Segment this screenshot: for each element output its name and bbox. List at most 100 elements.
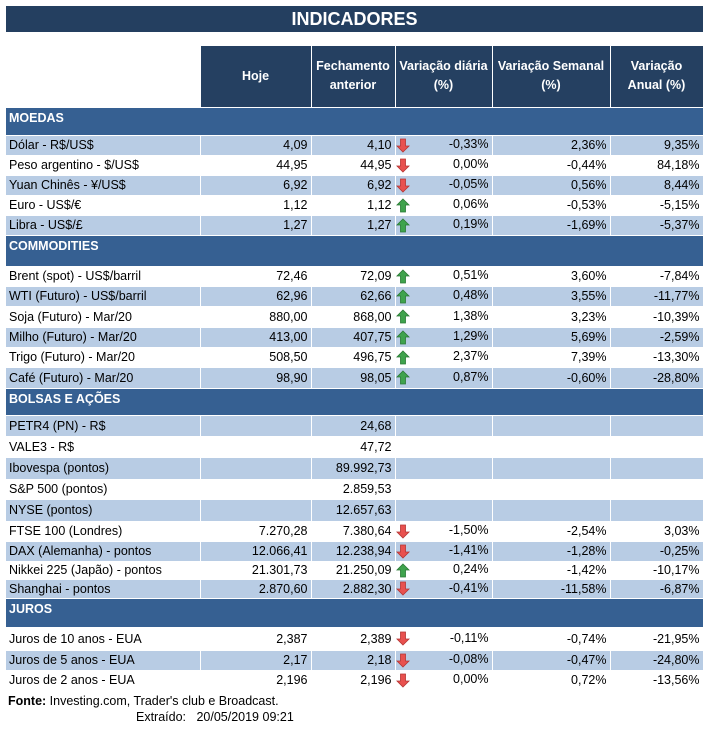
cell-var-semanal: -0,74% bbox=[492, 627, 611, 651]
row-label: Juros de 10 anos - EUA bbox=[6, 627, 201, 651]
cell-var-diaria bbox=[395, 479, 493, 500]
cell-hoje: 72,46 bbox=[200, 266, 312, 287]
var-diaria-value: 0,00% bbox=[453, 157, 489, 172]
cell-fechamento: 24,68 bbox=[311, 415, 396, 437]
table-row: Milho (Futuro) - Mar/20 413,00 407,75 1,… bbox=[6, 327, 704, 348]
section-header: COMMODITIES bbox=[6, 235, 704, 267]
header-fechamento: Fechamento anterior bbox=[311, 46, 396, 108]
cell-fechamento: 2,389 bbox=[311, 627, 396, 651]
section-header: JUROS bbox=[6, 598, 704, 628]
arrow-up-icon bbox=[395, 330, 410, 345]
cell-var-semanal: 5,69% bbox=[492, 327, 611, 348]
source-text: Investing.com, Trader's club e Broadcast… bbox=[46, 694, 279, 708]
cell-var-anual: -24,80% bbox=[610, 650, 704, 671]
cell-hoje bbox=[200, 436, 312, 458]
arrow-down-icon bbox=[395, 653, 410, 668]
cell-var-anual: -13,56% bbox=[610, 670, 704, 691]
cell-var-diaria: -0,05% bbox=[395, 175, 493, 196]
cell-fechamento: 47,72 bbox=[311, 436, 396, 458]
header-row: Hoje Fechamento anterior Variação diária… bbox=[6, 46, 704, 108]
cell-var-diaria: -0,08% bbox=[395, 650, 493, 671]
cell-var-semanal bbox=[492, 436, 611, 458]
cell-var-semanal: 3,23% bbox=[492, 306, 611, 328]
cell-var-diaria: -0,41% bbox=[395, 579, 493, 599]
cell-fechamento: 98,05 bbox=[311, 367, 396, 389]
cell-var-anual bbox=[610, 499, 704, 522]
cell-var-diaria: 2,37% bbox=[395, 347, 493, 368]
table-row: Peso argentino - $/US$ 44,95 44,95 0,00%… bbox=[6, 155, 704, 176]
cell-var-diaria: 0,00% bbox=[395, 155, 493, 176]
row-label: WTI (Futuro) - US$/barril bbox=[6, 286, 201, 307]
cell-hoje: 2.870,60 bbox=[200, 579, 312, 599]
cell-fechamento: 496,75 bbox=[311, 347, 396, 368]
var-diaria-value: 0,24% bbox=[453, 562, 489, 577]
cell-var-semanal: -0,44% bbox=[492, 155, 611, 176]
cell-var-anual bbox=[610, 457, 704, 480]
table-row: FTSE 100 (Londres) 7.270,28 7.380,64 -1,… bbox=[6, 521, 704, 542]
table-row: DAX (Alemanha) - pontos 12.066,41 12.238… bbox=[6, 541, 704, 562]
cell-var-diaria: -0,33% bbox=[395, 135, 493, 156]
cell-fechamento: 1,27 bbox=[311, 215, 396, 236]
cell-fechamento: 72,09 bbox=[311, 266, 396, 287]
cell-fechamento: 4,10 bbox=[311, 135, 396, 156]
cell-var-anual bbox=[610, 415, 704, 437]
cell-hoje: 62,96 bbox=[200, 286, 312, 307]
cell-var-diaria bbox=[395, 499, 493, 522]
section-title: BOLSAS E AÇÕES bbox=[6, 388, 704, 416]
row-label: Soja (Futuro) - Mar/20 bbox=[6, 306, 201, 328]
arrow-down-icon bbox=[395, 581, 410, 596]
cell-hoje: 7.270,28 bbox=[200, 521, 312, 542]
cell-var-semanal: 7,39% bbox=[492, 347, 611, 368]
cell-fechamento: 44,95 bbox=[311, 155, 396, 176]
cell-hoje: 508,50 bbox=[200, 347, 312, 368]
var-diaria-value: 0,51% bbox=[453, 268, 489, 283]
cell-hoje: 1,27 bbox=[200, 215, 312, 236]
table-row: PETR4 (PN) - R$ 24,68 bbox=[6, 415, 704, 437]
table-row: Soja (Futuro) - Mar/20 880,00 868,00 1,3… bbox=[6, 306, 704, 328]
arrow-up-icon bbox=[395, 563, 410, 578]
row-label: Café (Futuro) - Mar/20 bbox=[6, 367, 201, 389]
cell-var-anual: -6,87% bbox=[610, 579, 704, 599]
var-diaria-value: 0,87% bbox=[453, 369, 489, 384]
cell-hoje bbox=[200, 499, 312, 522]
cell-var-anual: -11,77% bbox=[610, 286, 704, 307]
cell-var-diaria: -0,11% bbox=[395, 627, 493, 651]
var-diaria-value: 1,38% bbox=[453, 308, 489, 323]
cell-var-anual: 84,18% bbox=[610, 155, 704, 176]
cell-var-semanal bbox=[492, 479, 611, 500]
row-label: PETR4 (PN) - R$ bbox=[6, 415, 201, 437]
footer: Fonte: Investing.com, Trader's club e Br… bbox=[8, 693, 294, 725]
cell-fechamento: 7.380,64 bbox=[311, 521, 396, 542]
table-row: Ibovespa (pontos) 89.992,73 bbox=[6, 457, 704, 480]
arrow-up-icon bbox=[395, 269, 410, 284]
section-title: JUROS bbox=[6, 598, 704, 628]
var-diaria-value: -0,33% bbox=[448, 137, 489, 152]
var-diaria-value: 2,37% bbox=[453, 349, 489, 364]
cell-var-diaria: 0,48% bbox=[395, 286, 493, 307]
section-title: COMMODITIES bbox=[6, 235, 704, 267]
cell-var-semanal bbox=[492, 457, 611, 480]
row-label: DAX (Alemanha) - pontos bbox=[6, 541, 201, 562]
row-label: Juros de 5 anos - EUA bbox=[6, 650, 201, 671]
cell-var-diaria: 0,24% bbox=[395, 561, 493, 580]
row-label: S&P 500 (pontos) bbox=[6, 479, 201, 500]
cell-var-diaria: -1,41% bbox=[395, 541, 493, 562]
row-label: Nikkei 225 (Japão) - pontos bbox=[6, 561, 201, 580]
arrow-down-icon bbox=[395, 524, 410, 539]
indicators-table: Hoje Fechamento anterior Variação diária… bbox=[6, 46, 704, 691]
header-blank bbox=[6, 46, 201, 108]
row-label: Euro - US$/€ bbox=[6, 195, 201, 216]
cell-hoje: 1,12 bbox=[200, 195, 312, 216]
cell-hoje: 21.301,73 bbox=[200, 561, 312, 580]
var-diaria-value: 1,29% bbox=[453, 329, 489, 344]
cell-var-anual bbox=[610, 479, 704, 500]
cell-fechamento: 6,92 bbox=[311, 175, 396, 196]
var-diaria-value: -1,41% bbox=[448, 543, 489, 558]
arrow-down-icon bbox=[395, 631, 410, 646]
var-diaria-value: -0,41% bbox=[448, 580, 489, 595]
cell-var-anual: 9,35% bbox=[610, 135, 704, 156]
row-label: Yuan Chinês - ¥/US$ bbox=[6, 175, 201, 196]
cell-fechamento: 868,00 bbox=[311, 306, 396, 328]
cell-fechamento: 12.657,63 bbox=[311, 499, 396, 522]
cell-var-semanal: 0,72% bbox=[492, 670, 611, 691]
